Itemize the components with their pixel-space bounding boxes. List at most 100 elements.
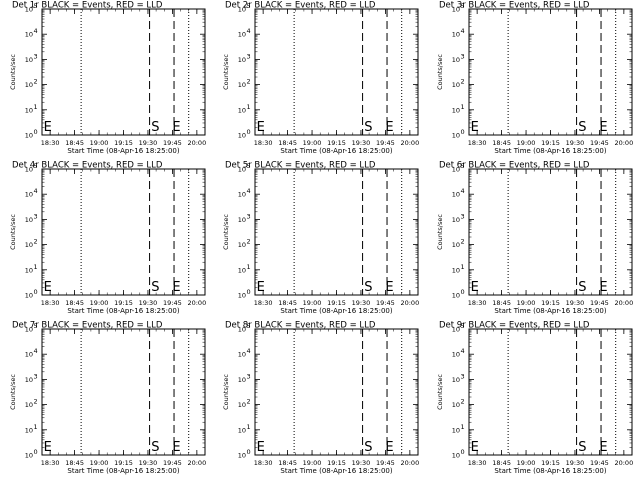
x-tick-label: 18:45 [65,139,84,147]
x-tick-label: 18:30 [254,139,273,147]
x-tick-label: 18:45 [492,139,511,147]
y-tick-exponent: 4 [247,187,251,195]
y-tick-exponent: 4 [461,347,465,355]
y-tick-base: 10 [25,351,33,359]
y-tick-base: 10 [452,351,460,359]
x-axis-label: Start Time (08-Apr-16 18:25:00) [280,467,392,475]
x-tick-label: 19:15 [114,459,133,467]
event-marker: E [385,120,393,135]
x-tick-label: 20:00 [187,299,206,307]
panel-title: Det 9r BLACK = Events, RED = LLD [439,321,590,331]
x-tick-label: 19:45 [590,459,609,467]
y-tick-base: 10 [452,81,460,89]
event-marker: S [364,440,372,455]
y-tick-base: 10 [238,81,246,89]
y-tick-base: 10 [452,216,460,224]
x-tick-label: 19:45 [376,299,395,307]
y-tick-base: 10 [238,31,246,39]
x-tick-label: 19:15 [327,459,346,467]
event-marker: E [471,120,479,135]
y-tick-base: 10 [452,326,460,334]
x-tick-label: 18:45 [65,299,84,307]
x-axis-label: Start Time (08-Apr-16 18:25:00) [67,307,179,315]
y-tick-base: 10 [238,166,246,174]
y-tick-base: 10 [25,132,33,140]
y-tick-exponent: 4 [461,187,465,195]
y-tick-base: 10 [238,351,246,359]
y-tick-exponent: 1 [34,263,38,271]
y-tick-exponent: 2 [34,238,38,246]
y-tick-base: 10 [238,452,246,460]
x-axis-label: Start Time (08-Apr-16 18:25:00) [67,147,179,155]
y-tick-exponent: 3 [461,212,465,220]
y-tick-base: 10 [238,426,246,434]
x-tick-label: 20:00 [187,459,206,467]
y-tick-exponent: 1 [34,103,38,111]
y-tick-base: 10 [25,6,33,14]
plot-frame [254,328,419,456]
event-marker: E [257,280,265,295]
x-tick-label: 19:15 [541,459,560,467]
x-tick-label: 19:45 [376,139,395,147]
x-tick-label: 18:45 [278,139,297,147]
y-tick-base: 10 [238,56,246,64]
event-marker: S [364,280,372,295]
event-marker: S [151,440,159,455]
y-tick-base: 10 [25,216,33,224]
event-marker: E [172,280,180,295]
y-tick-exponent: 4 [461,27,465,35]
y-tick-exponent: 3 [247,52,251,60]
y-tick-base: 10 [238,401,246,409]
x-tick-label: 19:00 [90,139,109,147]
x-tick-label: 19:30 [139,139,158,147]
y-tick-base: 10 [238,216,246,224]
y-axis-label: Counts/sec [222,54,230,90]
y-tick-exponent: 2 [247,398,251,406]
event-marker: E [44,440,52,455]
y-tick-base: 10 [452,266,460,274]
y-tick-base: 10 [25,326,33,334]
event-marker: S [151,120,159,135]
y-tick-exponent: 5 [247,322,251,330]
y-tick-exponent: 3 [461,372,465,380]
event-marker: S [578,440,586,455]
y-tick-base: 10 [452,426,460,434]
panel-title: Det 8r BLACK = Events, RED = LLD [225,321,376,331]
x-axis-label: Start Time (08-Apr-16 18:25:00) [280,307,392,315]
x-tick-label: 20:00 [400,459,419,467]
x-tick-label: 19:15 [541,139,560,147]
x-tick-label: 20:00 [187,139,206,147]
event-marker: S [578,120,586,135]
event-marker: E [599,120,607,135]
y-tick-exponent: 2 [461,398,465,406]
y-tick-base: 10 [25,56,33,64]
y-tick-base: 10 [452,6,460,14]
x-tick-label: 19:00 [90,459,109,467]
x-tick-label: 19:00 [517,139,536,147]
x-tick-label: 20:00 [614,299,633,307]
y-tick-base: 10 [238,132,246,140]
y-tick-base: 10 [238,292,246,300]
y-tick-exponent: 3 [34,52,38,60]
y-tick-base: 10 [25,292,33,300]
y-tick-base: 10 [238,266,246,274]
plot-frame [468,8,633,136]
y-tick-base: 10 [452,292,460,300]
y-tick-exponent: 0 [247,288,251,296]
y-tick-exponent: 3 [34,372,38,380]
plot-frame [41,328,206,456]
x-tick-label: 19:15 [114,299,133,307]
x-tick-label: 20:00 [400,139,419,147]
event-marker: E [385,440,393,455]
y-tick-exponent: 0 [247,128,251,136]
y-tick-exponent: 1 [247,103,251,111]
x-tick-label: 19:00 [90,299,109,307]
x-tick-label: 18:30 [254,299,273,307]
x-axis-label: Start Time (08-Apr-16 18:25:00) [280,147,392,155]
y-tick-exponent: 1 [461,103,465,111]
